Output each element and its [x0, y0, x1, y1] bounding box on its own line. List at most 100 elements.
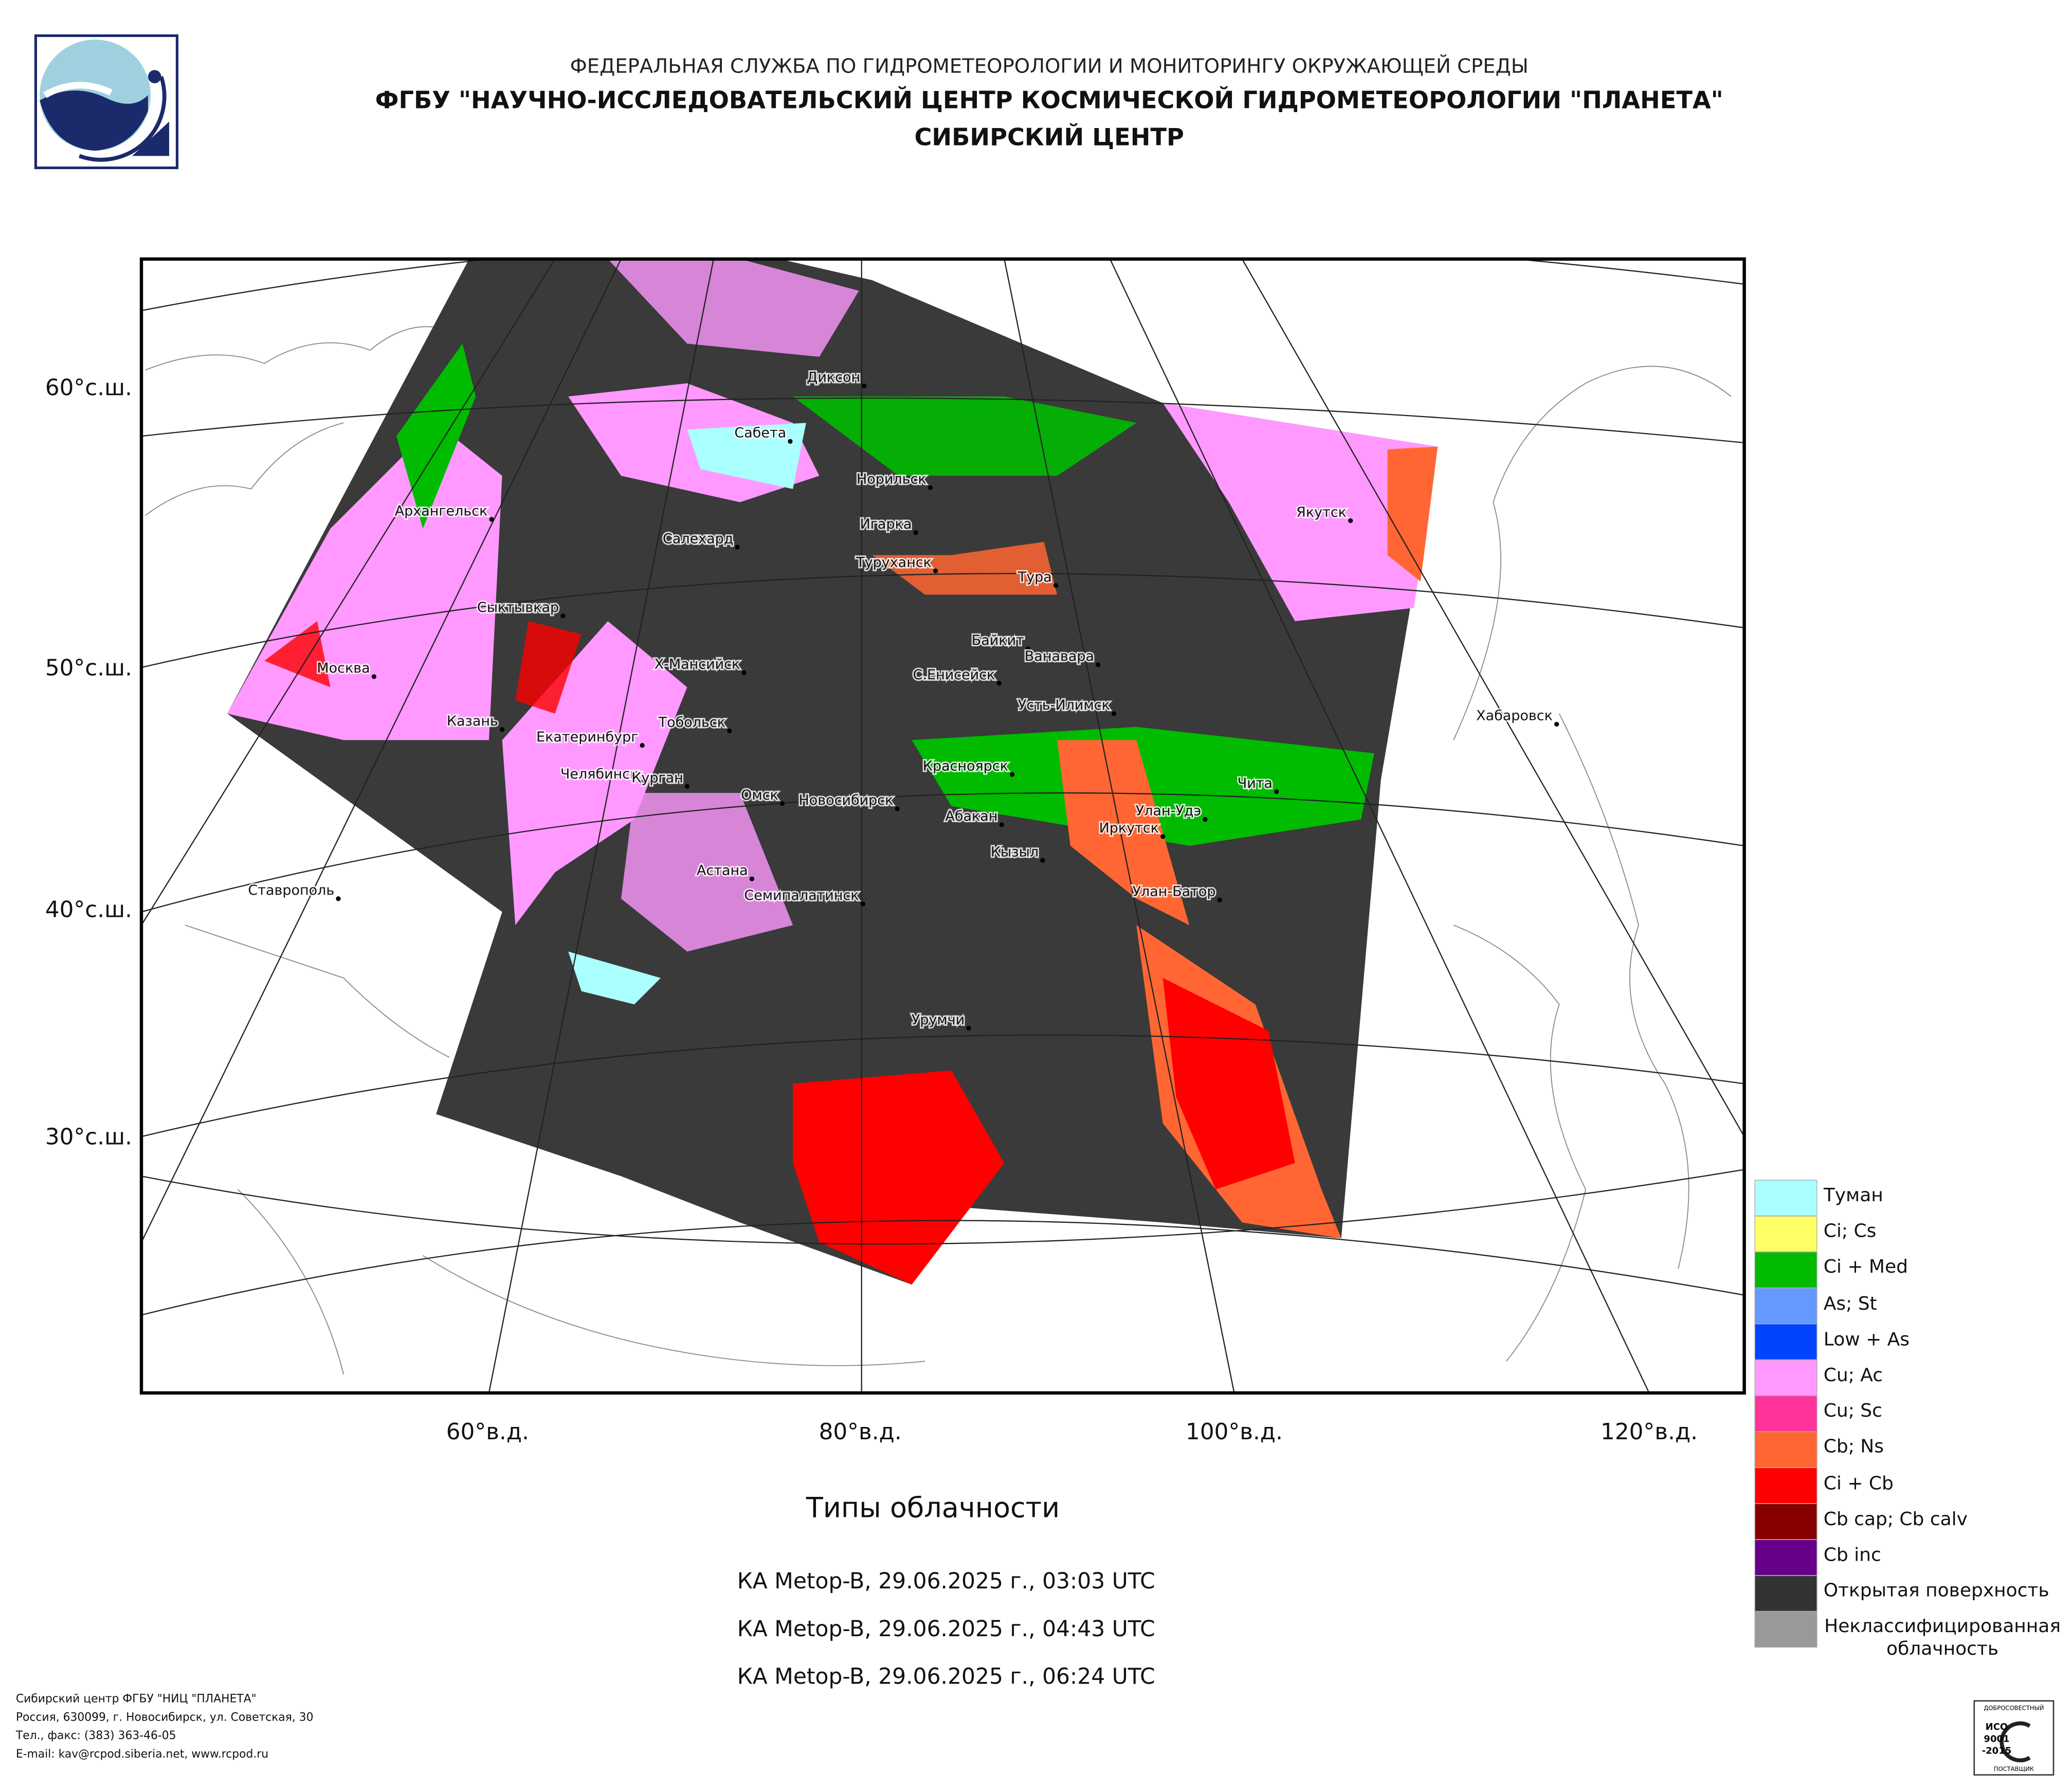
cert-bottom: ПОСТАВЩИК	[1994, 1765, 2034, 1772]
city-label: Туруханск	[856, 555, 932, 571]
city-label: Кызыл	[991, 844, 1039, 860]
passes: КА Metop-B, 29.06.2025 г., 03:03 UTC КА M…	[737, 1568, 1155, 1689]
city-label: Хабаровск	[1476, 708, 1553, 724]
cert-top: ДОБРОСОВЕСТНЫЙ	[1984, 1704, 2044, 1712]
city-label: Тура	[1017, 569, 1052, 585]
city-dot	[1203, 817, 1208, 822]
city-dot	[933, 568, 938, 573]
cloud-image	[227, 259, 1438, 1285]
city-label: Сыктывкар	[477, 600, 559, 616]
legend-label: Low + As	[1823, 1329, 1910, 1351]
city-dot	[860, 901, 865, 907]
legend-label: Туман	[1823, 1185, 1883, 1207]
city-dot	[996, 681, 1002, 686]
city-label: Курган	[631, 770, 683, 786]
city-label: Игарка	[860, 516, 912, 532]
city-dot	[727, 728, 732, 733]
city-label: Ставрополь	[248, 882, 334, 898]
coordinate-labels: 60°с.ш. 50°с.ш. 40°с.ш. 30°с.ш. 60°в.д. 80°в.…	[45, 374, 1698, 1444]
legend-swatch	[1754, 1288, 1817, 1324]
city-dot	[640, 743, 645, 748]
city-label: Красноярск	[923, 758, 1008, 774]
city-label: Байкит	[972, 632, 1024, 648]
latitude-label: 60°с.ш.	[45, 374, 132, 401]
legend-swatch	[1754, 1611, 1817, 1648]
pass-label: КА Metop-B, 29.06.2025 г., 03:03 UTC	[737, 1568, 1155, 1594]
legend-label: Cb; Ns	[1823, 1437, 1884, 1458]
city-label: Астана	[697, 862, 748, 878]
city-label: Новосибирск	[798, 792, 893, 808]
legend-label: Cu; Sc	[1823, 1401, 1882, 1422]
city-dot	[999, 822, 1004, 827]
longitude-label: 100°в.д.	[1186, 1419, 1283, 1445]
legend: Туман Ci; Cs Ci + Med As; St Low + As Cu; Ac C…	[1754, 1180, 2061, 1661]
logo	[34, 34, 179, 169]
city-dot	[1096, 662, 1101, 667]
city-label: Усть-Илимск	[1018, 697, 1110, 713]
legend-entry: Ci + Med	[1823, 1257, 1908, 1279]
legend-label: Cu; Ac	[1823, 1365, 1883, 1387]
city-dot	[1274, 789, 1279, 794]
legend-entry: Cb cap; Cb calv	[1824, 1509, 1968, 1530]
legend-label: Неклассифицированная облачность	[1824, 1617, 2061, 1661]
legend-label: Ci + Med	[1823, 1257, 1908, 1279]
legend-swatch	[1754, 1252, 1817, 1288]
legend-swatch	[1754, 1539, 1817, 1576]
legend-entry: Low + As	[1823, 1329, 1910, 1351]
legend-entry: Неклассифицированная облачность	[1824, 1617, 2061, 1661]
city-dot	[1554, 721, 1559, 727]
city-label: Диксон	[807, 370, 860, 386]
cert-number: 9001	[1984, 1733, 2009, 1744]
legend-entry: Туман	[1823, 1185, 1883, 1207]
header-agency: ФЕДЕРАЛЬНАЯ СЛУЖБА ПО ГИДРОМЕТЕОРОЛОГИИ …	[570, 53, 1529, 78]
city-dot	[1348, 518, 1353, 523]
cert-year: -2015	[1982, 1746, 2012, 1757]
city-dot	[1160, 834, 1166, 839]
legend-swatch	[1754, 1467, 1817, 1504]
header-branch: СИБИРСКИЙ ЦЕНТР	[914, 123, 1184, 151]
legend-label: Cb inc	[1823, 1545, 1881, 1566]
footer: Сибирский центр ФГБУ "НИЦ "ПЛАНЕТА" Росси…	[15, 1692, 314, 1761]
coastlines	[145, 326, 1732, 1375]
footer-line: Россия, 630099, г. Новосибирск, ул. Сове…	[16, 1711, 314, 1724]
legend-swatch	[1754, 1575, 1817, 1612]
longitude-label: 120°в.д.	[1601, 1419, 1698, 1445]
city-dot	[1053, 583, 1059, 588]
legend-swatch	[1754, 1324, 1817, 1360]
footer-line: Сибирский центр ФГБУ "НИЦ "ПЛАНЕТА"	[16, 1692, 257, 1705]
city-dot	[371, 674, 377, 679]
pass-label: КА Metop-B, 29.06.2025 г., 04:43 UTC	[737, 1616, 1155, 1641]
graticule	[141, 259, 1744, 1393]
map-frame	[139, 257, 1746, 1395]
city-label: Москва	[317, 660, 370, 676]
pass-label: КА Metop-B, 29.06.2025 г., 06:24 UTC	[737, 1663, 1155, 1689]
city-dot	[1112, 711, 1117, 716]
city-label: Х-Мансийск	[655, 656, 740, 672]
city-label: Сабета	[734, 425, 786, 441]
legend-entry: As; St	[1823, 1293, 1877, 1315]
city-dot	[560, 613, 566, 619]
map: Диксон Сабета Норильск Игарка Туруханск Тура С…	[141, 259, 1744, 1393]
city-dot	[1040, 858, 1045, 863]
city-dot	[1217, 897, 1222, 902]
footer-line: E-mail: kav@rcpod.siberia.net, www.rcpod…	[16, 1748, 268, 1761]
city-label: Екатеринбург	[536, 729, 638, 745]
legend-entry: Cu; Ac	[1823, 1365, 1883, 1387]
city-label: Иркутск	[1099, 820, 1159, 836]
certificate: ДОБРОСОВЕСТНЫЙ ИСО 9001 -2015 ПОСТАВЩИК	[1973, 1700, 2055, 1776]
longitude-label: 80°в.д.	[819, 1419, 902, 1445]
legend-entry: Ci + Cb	[1824, 1473, 1894, 1494]
city-dot	[749, 876, 755, 881]
legend-swatch	[1754, 1395, 1817, 1432]
legend-label: As; St	[1823, 1293, 1877, 1315]
latitude-label: 30°с.ш.	[45, 1124, 132, 1150]
city-label: Ванавара	[1025, 648, 1094, 664]
legend-entry: Ci; Cs	[1823, 1221, 1877, 1243]
city-dot	[1010, 772, 1015, 777]
legend-label: Ci; Cs	[1823, 1221, 1877, 1243]
city-label: Абакан	[945, 808, 997, 824]
city-label: Салехард	[663, 531, 733, 547]
longitude-label: 60°в.д.	[446, 1419, 529, 1445]
city-label: Казань	[447, 713, 498, 729]
